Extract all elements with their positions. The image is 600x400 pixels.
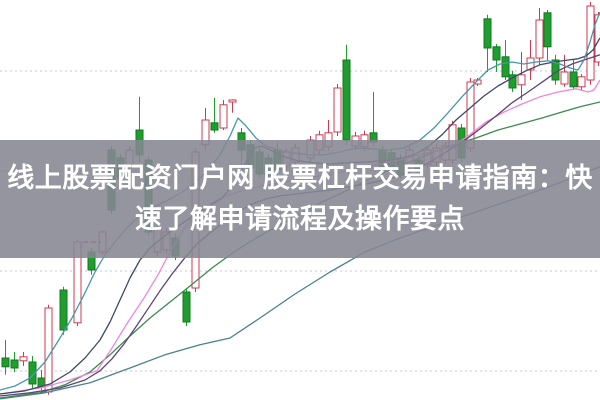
headline-overlay: 线上股票配资门户网 股票杠杆交易申请指南：快 速了解申请流程及操作要点: [0, 140, 600, 258]
candle-body-up: [560, 71, 569, 85]
candle-body-down: [210, 122, 219, 131]
candle-body-down: [59, 289, 68, 331]
candle-body-down: [569, 71, 578, 88]
candle-body-up: [577, 76, 586, 88]
headline-line-1: 线上股票配资门户网 股票杠杆交易申请指南：快: [7, 163, 593, 193]
candle-body-up: [19, 356, 28, 362]
candle-body-down: [501, 56, 510, 78]
candle-body-up: [44, 307, 53, 393]
candle-body-down: [492, 46, 501, 61]
candle-body-down: [28, 361, 37, 385]
candle-body-down: [1, 357, 10, 368]
candle-body-up: [219, 104, 228, 129]
candle-body-down: [182, 291, 191, 323]
candle-body-up: [535, 19, 544, 59]
candle-body-up: [586, 5, 595, 81]
headline-line-2: 速了解申请流程及操作要点: [135, 204, 465, 234]
candle-body-down: [543, 12, 552, 48]
candle-body-up: [333, 87, 342, 133]
candle-body-down: [508, 74, 517, 89]
candle-body-down: [483, 18, 492, 49]
candle-body-up: [517, 74, 526, 86]
candle-body-up: [228, 99, 237, 103]
candle-body-down: [10, 359, 19, 369]
candle-body-down: [342, 59, 351, 141]
